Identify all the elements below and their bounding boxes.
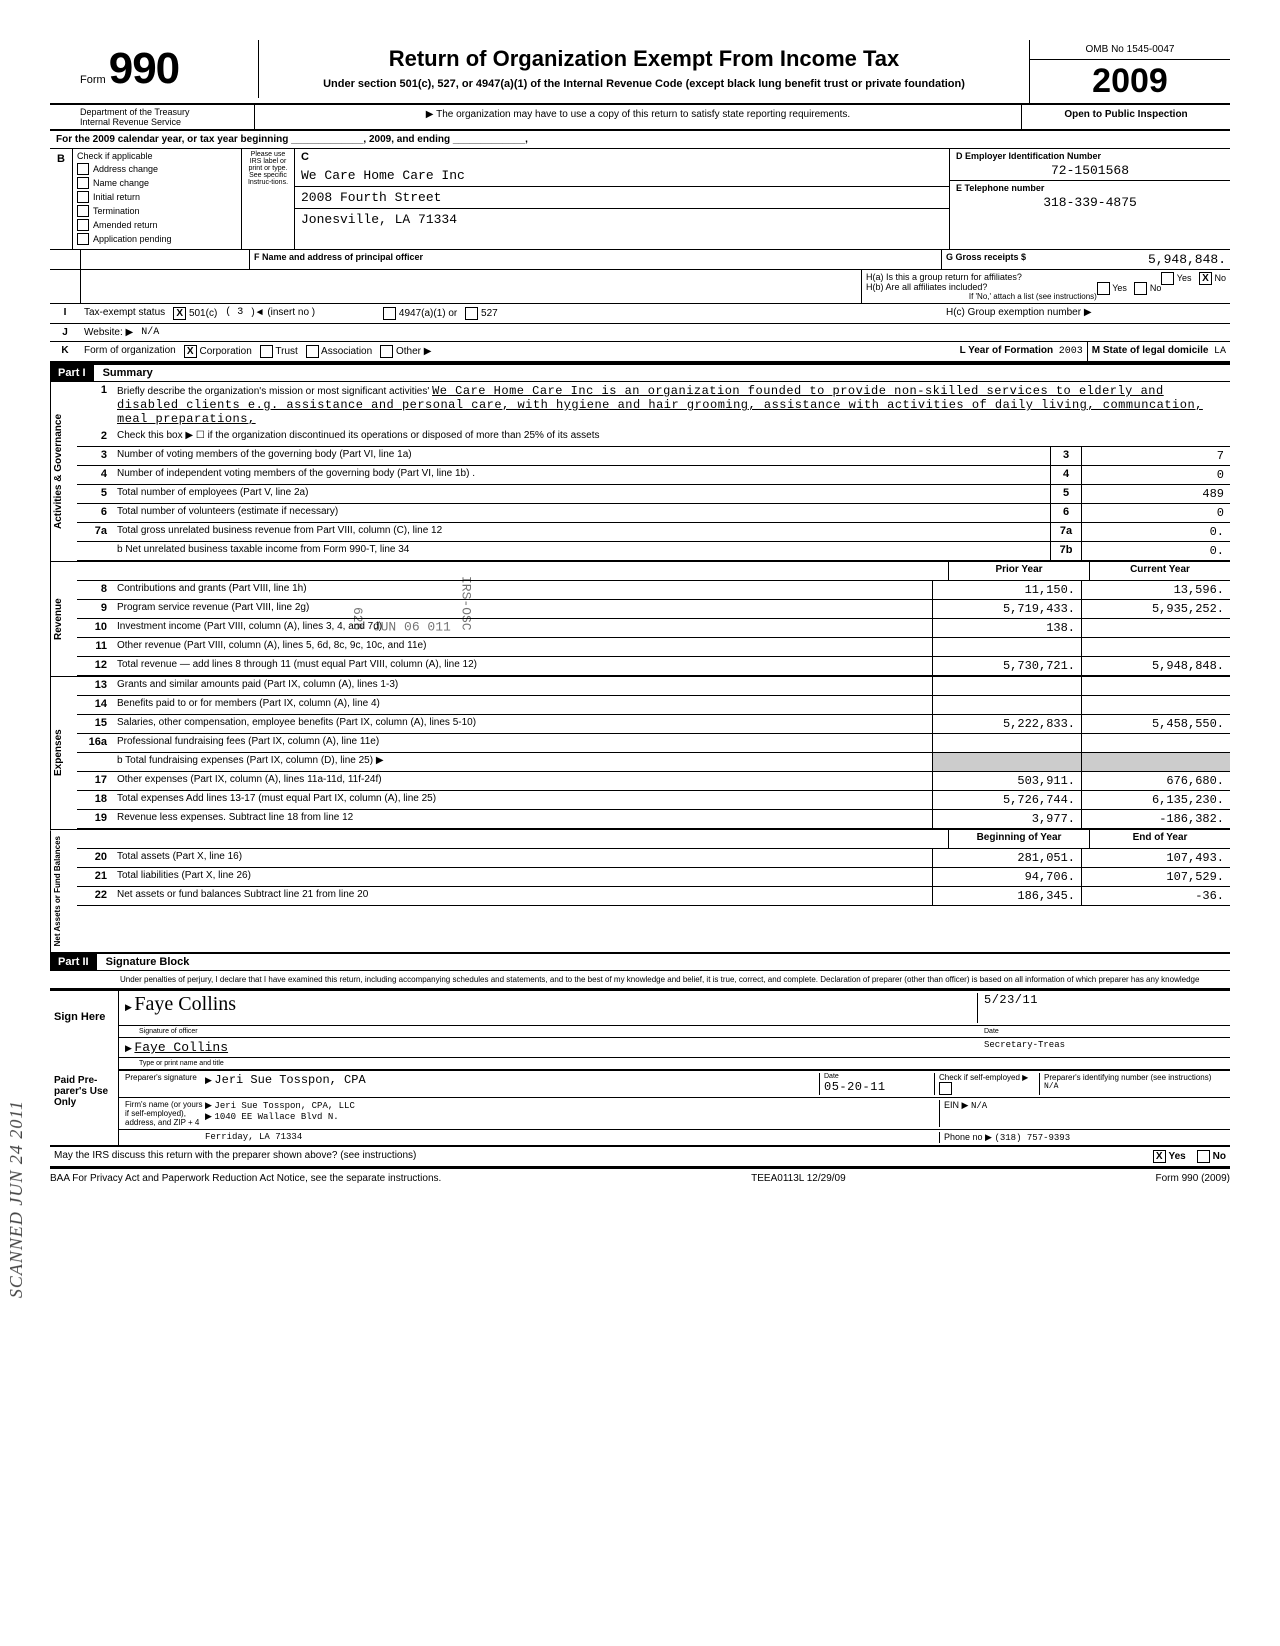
side-activities-governance: Activities & Governance (50, 382, 77, 561)
col-prior-year: Prior Year (948, 562, 1089, 580)
gross-receipts: 5,948,848. (1148, 252, 1226, 267)
preparer-id: N/A (1044, 1082, 1224, 1091)
preparer-sig-label: Preparer's signature (125, 1073, 205, 1095)
year-formation: 2003 (1059, 346, 1083, 357)
dept-treasury: Department of the Treasury (80, 107, 250, 117)
perjury-statement: Under penalties of perjury, I declare th… (50, 971, 1230, 989)
firm-addr2: Ferriday, LA 71334 (205, 1132, 939, 1143)
sign-here-label: Sign Here (50, 991, 119, 1071)
discuss-preparer: May the IRS discuss this return with the… (50, 1147, 1149, 1166)
side-revenue: Revenue (50, 562, 77, 676)
paid-preparer-label: Paid Pre-parer's Use Only (50, 1071, 119, 1145)
h-note: If 'No,' attach a list (see instructions… (866, 292, 1226, 301)
form-label: Form (80, 74, 106, 86)
requirement-note: ▶ The organization may have to use a cop… (255, 105, 1021, 129)
tax-exempt-status: Tax-exempt status (80, 304, 169, 323)
form-header: Form 990 Return of Organization Exempt F… (50, 40, 1230, 105)
label-f: F Name and address of principal officer (250, 250, 942, 269)
h-c-label: H(c) Group exemption number ▶ (942, 304, 1230, 323)
form-of-org: Form of organization (80, 342, 180, 361)
ein-value: 72-1501568 (956, 161, 1224, 178)
label-c: C (295, 149, 949, 165)
label-g: G Gross receipts $ (946, 252, 1026, 262)
irs-label: Internal Revenue Service (80, 117, 250, 127)
col-current-year: Current Year (1089, 562, 1230, 580)
firm-label: Firm's name (or yours if self-employed),… (125, 1100, 205, 1127)
q2-checkbox-line: Check this box ▶ ☐ if the organization d… (113, 428, 1230, 446)
check-application-pending[interactable]: Application pending (77, 233, 237, 245)
website-label: Website: ▶ (80, 324, 137, 341)
label-b: B (50, 149, 73, 249)
q1-label: Briefly describe the organization's miss… (117, 386, 429, 397)
check-amended[interactable]: Amended return (77, 219, 237, 231)
sub-title: Under section 501(c), 527, or 4947(a)(1)… (269, 78, 1019, 90)
preparer-date: 05-20-11 (824, 1080, 934, 1094)
footer-right: Form 990 (2009) (1156, 1173, 1230, 1184)
officer-title: Secretary-Treas (984, 1040, 1224, 1055)
form-number: 990 (109, 44, 179, 93)
omb-number: OMB No 1545-0047 (1030, 40, 1230, 60)
col-end-year: End of Year (1089, 830, 1230, 848)
firm-addr1: 1040 EE Wallace Blvd N. (214, 1112, 338, 1122)
date-label: Date (978, 1028, 1224, 1035)
col-begin-year: Beginning of Year (948, 830, 1089, 848)
firm-phone: (318) 757-9393 (994, 1133, 1070, 1143)
phone-value: 318-339-4875 (956, 193, 1224, 210)
form-year: 2009 (1030, 60, 1230, 103)
received-stamp: 626 JUN 06 011 IRS-OSC (350, 576, 474, 635)
side-net-assets: Net Assets or Fund Balances (50, 830, 77, 952)
scanned-stamp: SCANNED JUN 24 2011 (6, 1100, 27, 1298)
officer-name: Faye Collins (134, 1040, 228, 1055)
firm-ein: N/A (971, 1101, 987, 1111)
part2-header: Part II (50, 954, 97, 970)
org-addr2: Jonesville, LA 71334 (295, 209, 949, 230)
calendar-year-row: For the 2009 calendar year, or tax year … (50, 131, 1230, 149)
h-b-label: H(b) Are all affiliates included? (866, 282, 987, 292)
h-a-label: H(a) Is this a group return for affiliat… (866, 272, 1022, 282)
check-if-applicable: Check if applicable (77, 151, 237, 161)
check-name-change[interactable]: Name change (77, 177, 237, 189)
type-print-label: Type or print name and title (125, 1060, 1224, 1067)
check-initial-return[interactable]: Initial return (77, 191, 237, 203)
main-title: Return of Organization Exempt From Incom… (269, 46, 1019, 72)
sig-of-officer-label: Signature of officer (125, 1028, 978, 1035)
side-expenses: Expenses (50, 677, 77, 829)
org-addr1: 2008 Fourth Street (295, 187, 949, 209)
label-d-ein: D Employer Identification Number (956, 151, 1224, 161)
preparer-name: Jeri Sue Tosspon, CPA (214, 1073, 365, 1087)
part2-title: Signature Block (100, 954, 196, 970)
label-k: K (50, 342, 80, 361)
footer-left: BAA For Privacy Act and Paperwork Reduct… (50, 1173, 441, 1184)
check-termination[interactable]: Termination (77, 205, 237, 217)
firm-name: Jeri Sue Tosspon, CPA, LLC (214, 1101, 354, 1111)
dept-row: Department of the Treasury Internal Reve… (50, 105, 1230, 131)
part1-title: Summary (97, 365, 159, 381)
label-i: I (50, 304, 80, 323)
footer-mid: TEEA0113L 12/29/09 (751, 1173, 846, 1184)
check-address-change[interactable]: Address change (77, 163, 237, 175)
part1-header: Part I (50, 365, 94, 381)
website-value: N/A (137, 324, 163, 341)
state-domicile: LA (1214, 346, 1226, 357)
please-use-label: Please use IRS label or print or type. S… (242, 149, 295, 249)
org-name: We Care Home Care Inc (295, 165, 949, 187)
sig-date: 5/23/11 (977, 993, 1224, 1023)
open-inspection: Open to Public Inspection (1021, 105, 1230, 129)
label-j: J (50, 324, 80, 341)
label-e-phone: E Telephone number (956, 183, 1224, 193)
